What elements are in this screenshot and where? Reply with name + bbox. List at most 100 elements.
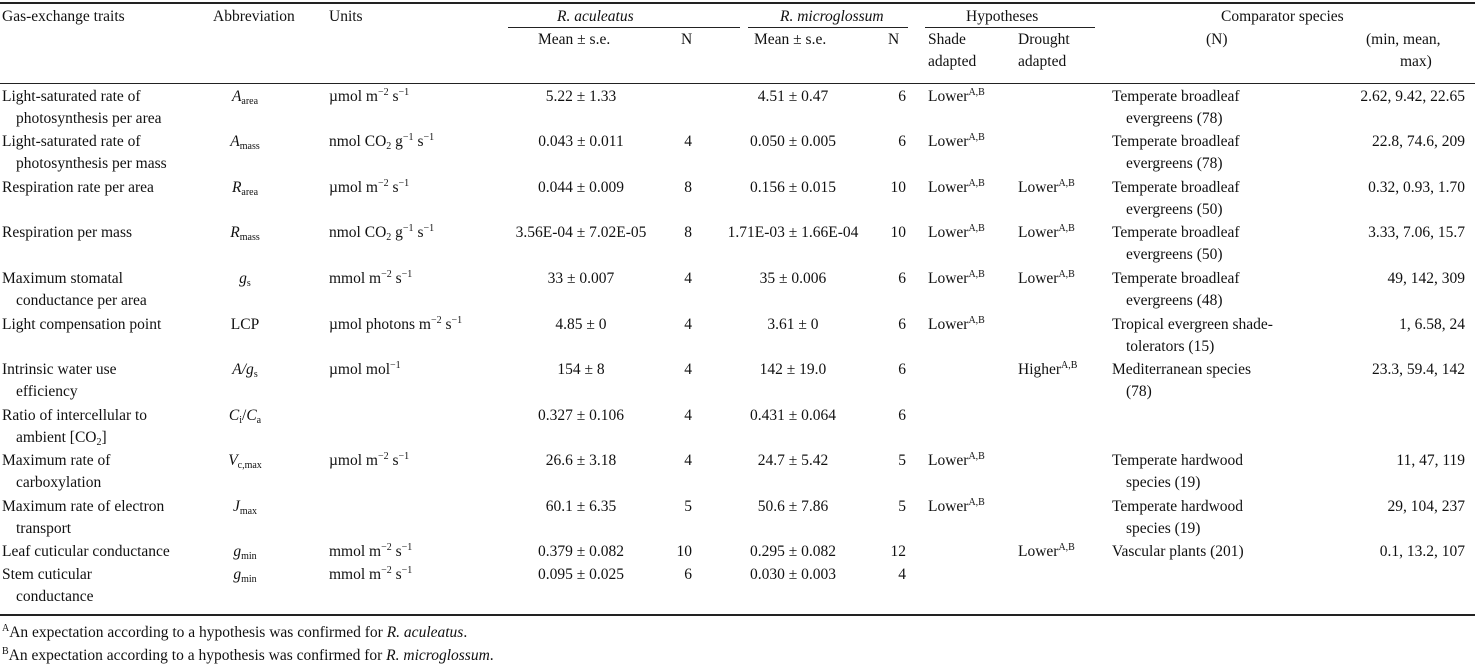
trait-line: Maximum rate of electron <box>2 498 165 515</box>
comparator-line: Tropical evergreen shade- <box>1112 316 1273 333</box>
comparator-cell: Temperate hardwood species (19) <box>1112 450 1243 494</box>
mean-a-cell: 33 ± 0.007 <box>547 270 615 287</box>
mean-a-cell: 0.379 ± 0.082 <box>537 543 624 560</box>
units-cell: µmol photons m−2 s−1 <box>329 315 463 334</box>
trait-line: conductance per area <box>16 292 147 309</box>
abbreviation-symbol: LCP <box>230 316 260 333</box>
trait-line: Maximum rate of <box>2 452 111 469</box>
header-n-b: N <box>888 31 900 48</box>
abbreviation-subscript: area <box>241 96 259 107</box>
abbreviation-symbol: A <box>230 133 240 150</box>
header-range-1: (min, mean, <box>1366 31 1441 48</box>
units-cell: mmol m−2 s−1 <box>329 269 413 288</box>
units-cell: nmol CO2 g−1 s−1 <box>329 132 435 152</box>
mean-a-cell: 4.85 ± 0 <box>555 316 607 333</box>
header-drought-1: Drought <box>1018 31 1070 48</box>
mean-b-cell: 0.295 ± 0.082 <box>749 543 836 560</box>
drought-value: Lower <box>1018 224 1059 241</box>
range-cell: 23.3, 59.4, 142 <box>1372 361 1465 378</box>
bottom-rule <box>0 614 1475 616</box>
footnote-b-marker: B <box>2 646 9 657</box>
trait-line: Leaf cuticular conductance <box>2 543 170 560</box>
abbreviation-subscript: c,max <box>237 460 262 471</box>
shade-value: Lower <box>928 224 969 241</box>
n-b-cell: 6 <box>898 270 906 287</box>
abbreviation-subscript: s <box>253 369 258 380</box>
footnote-a-end: . <box>463 624 468 641</box>
range-cell: 0.32, 0.93, 1.70 <box>1368 179 1465 196</box>
n-b-cell: 10 <box>890 224 907 241</box>
drought-value: Higher <box>1018 361 1062 378</box>
n-a-cell: 8 <box>684 179 692 196</box>
trait-cell: Leaf cuticular conductance <box>2 541 170 563</box>
mean-b-cell: 0.050 ± 0.005 <box>749 133 836 150</box>
mean-a-cell: 3.56E-04 ± 7.02E-05 <box>515 224 647 241</box>
shade-value: Lower <box>928 133 969 150</box>
trait-cell: Light-saturated rate of photosynthesis pe… <box>2 86 162 130</box>
abbreviation-symbol: C <box>246 407 257 424</box>
drought-superscript: A,B <box>1058 178 1075 189</box>
comparator-line: tolerators (15) <box>1126 338 1215 355</box>
abbreviation-symbol: C <box>228 407 240 424</box>
range-cell: 3.33, 7.06, 15.7 <box>1368 224 1465 241</box>
shade-superscript: A,B <box>968 87 985 98</box>
n-b-cell: 6 <box>898 361 906 378</box>
n-a-cell: 4 <box>684 407 692 424</box>
comparator-line: Temperate broadleaf <box>1112 133 1240 150</box>
trait-cell: Intrinsic water use efficiency <box>2 359 117 403</box>
shade-cell: LowerA,B <box>928 131 985 153</box>
n-a-cell: 10 <box>676 543 693 560</box>
hypotheses-rule <box>925 27 1095 28</box>
trait-cell: Respiration rate per area <box>2 177 154 199</box>
comparator-line: species (19) <box>1126 520 1201 537</box>
abbreviation-symbol: g <box>233 543 242 560</box>
abbreviation-symbol: A <box>231 88 242 105</box>
comparator-line: evergreens (50) <box>1126 201 1223 218</box>
range-cell: 0.1, 13.2, 107 <box>1379 543 1465 560</box>
trait-line: Light-saturated rate of <box>2 133 141 150</box>
footnote-a-marker: A <box>2 623 10 634</box>
abbreviation-subscript: min <box>241 551 257 562</box>
mean-b-cell: 4.51 ± 0.47 <box>757 88 829 105</box>
header-units: Units <box>329 8 363 25</box>
units-cell: mmol m−2 s−1 <box>329 565 413 584</box>
n-b-cell: 6 <box>898 316 906 333</box>
mean-b-cell: 24.7 ± 5.42 <box>757 452 829 469</box>
footnote-b-end: . <box>489 647 494 664</box>
n-b-cell: 10 <box>890 179 907 196</box>
comparator-cell: Vascular plants (201) <box>1112 541 1244 563</box>
comparator-line: Vascular plants (201) <box>1112 543 1244 560</box>
trait-cell: Maximum stomatal conductance per area <box>2 268 147 312</box>
header-range-2: max) <box>1400 53 1432 70</box>
trait-cell: Light-saturated rate of photosynthesis pe… <box>2 131 167 175</box>
drought-cell: LowerA,B <box>1018 268 1075 290</box>
trait-line: Light-saturated rate of <box>2 88 141 105</box>
range-cell: 11, 47, 119 <box>1396 452 1465 469</box>
header-comp-n: (N) <box>1206 31 1228 48</box>
header-drought-2: adapted <box>1018 53 1067 70</box>
mean-b-cell: 0.156 ± 0.015 <box>749 179 836 196</box>
trait-line: Ratio of intercellular to <box>2 407 148 424</box>
abbreviation-cell: Ci/Ca <box>228 407 262 426</box>
comparator-line: Temperate hardwood <box>1112 452 1244 469</box>
drought-superscript: A,B <box>1061 360 1078 371</box>
shade-cell: LowerA,B <box>928 86 985 108</box>
n-a-cell: 4 <box>684 452 692 469</box>
abbreviation-symbol: R <box>231 179 242 196</box>
abbreviation-subscript: mass <box>239 232 260 243</box>
trait-line: Maximum stomatal <box>2 270 123 287</box>
top-rule <box>0 2 1475 4</box>
trait-line: conductance <box>16 588 94 605</box>
footnote-a: AAn expectation according to a hypothesi… <box>2 622 467 644</box>
units-cell: nmol CO2 g−1 s−1 <box>329 223 435 243</box>
abbreviation-cell: Rmass <box>200 222 290 244</box>
shade-value: Lower <box>928 88 969 105</box>
trait-line: transport <box>16 520 72 537</box>
shade-cell: LowerA,B <box>928 177 985 199</box>
abbreviation-symbol: g <box>239 270 247 287</box>
mean-b-cell: 3.61 ± 0 <box>767 316 819 333</box>
shade-superscript: A,B <box>968 132 985 143</box>
abbreviation-symbol: g <box>233 566 242 583</box>
header-species-b: R. microglossum <box>780 8 884 25</box>
